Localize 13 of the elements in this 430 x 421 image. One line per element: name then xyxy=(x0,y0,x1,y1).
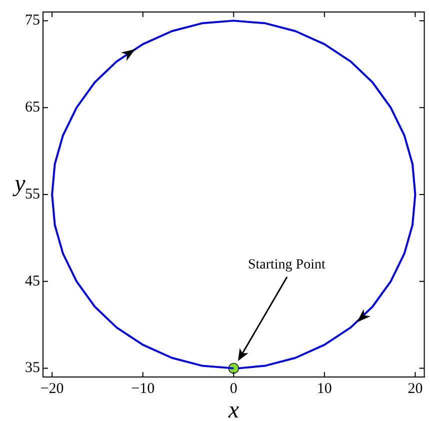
y-axis-title: y xyxy=(12,170,26,197)
x-tick-label: 0 xyxy=(230,380,238,397)
y-tick-label: 45 xyxy=(25,273,40,290)
x-tick-label: −10 xyxy=(131,380,155,397)
x-tick-label: −20 xyxy=(40,380,64,397)
y-tick-label: 75 xyxy=(25,12,40,29)
x-tick-label: 10 xyxy=(316,380,332,397)
x-axis-title: x xyxy=(227,397,240,421)
annotation: Starting Point xyxy=(248,257,326,272)
y-tick-label: 65 xyxy=(25,100,40,116)
x-tick-label: 20 xyxy=(408,380,423,397)
y-tick-label: 55 xyxy=(25,186,40,202)
y-tick-label: 35 xyxy=(25,360,40,376)
